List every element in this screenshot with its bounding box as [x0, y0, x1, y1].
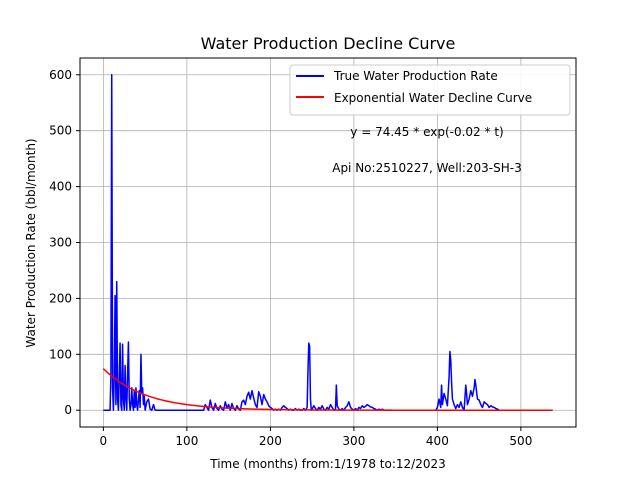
y-tick-label: 300	[49, 236, 72, 250]
axes-frame	[79, 57, 577, 428]
y-tick-label: 200	[49, 291, 72, 305]
y-tick-label: 100	[49, 347, 72, 361]
y-axis-label: Water Production Rate (bbl/month)	[24, 138, 38, 347]
y-tick-label: 0	[64, 403, 72, 417]
legend-label-observed: True Water Production Rate	[333, 69, 498, 83]
well-annotation: Api No:2510227, Well:203-SH-3	[332, 161, 522, 175]
x-tick-label: 200	[259, 434, 282, 448]
x-tick-label: 400	[426, 434, 449, 448]
legend-box	[289, 64, 571, 116]
x-tick-label: 300	[342, 434, 365, 448]
y-tick-label: 400	[49, 180, 72, 194]
legend-label-exponential: Exponential Water Decline Curve	[334, 91, 532, 105]
equation-annotation: y = 74.45 * exp(-0.02 * t)	[350, 125, 503, 139]
grid-lines	[80, 58, 576, 427]
x-tick-label: 0	[100, 434, 108, 448]
y-tick-label: 600	[49, 68, 72, 82]
y-tick-label: 500	[49, 124, 72, 138]
chart-title: Water Production Decline Curve	[201, 34, 456, 53]
x-tick-label: 500	[509, 434, 532, 448]
plot-lines	[102, 74, 553, 411]
x-tick-label: 100	[175, 434, 198, 448]
axis-ticks: 0 100 200 300 400 500 0 100 200 300 400 500 600	[49, 68, 532, 448]
x-axis-label: Time (months) from:1/1978 to:12/2023	[209, 457, 446, 471]
legend: True Water Production Rate Exponential W…	[289, 64, 571, 116]
series-line-exponential	[102, 368, 553, 411]
